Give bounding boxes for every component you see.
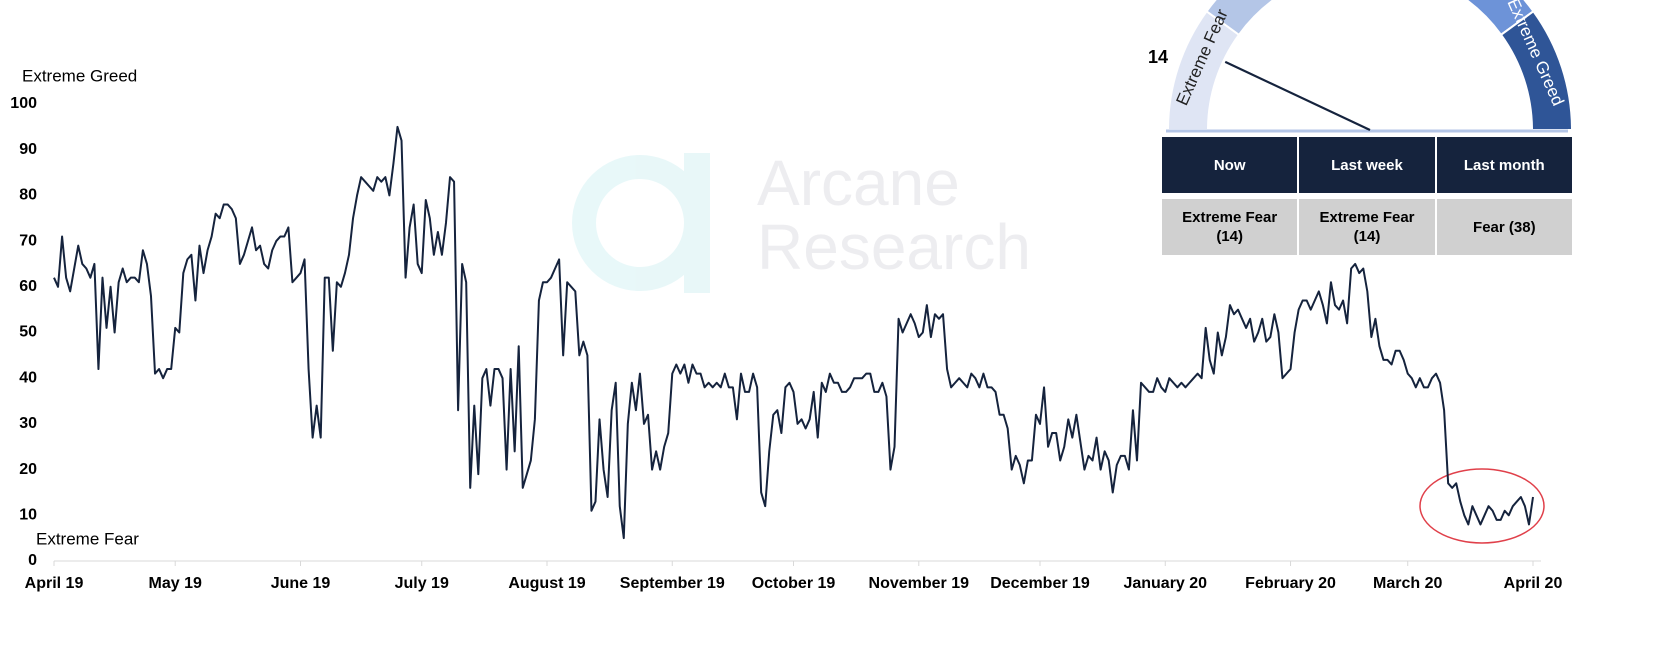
y-tick-label: 70 bbox=[19, 232, 37, 249]
x-tick-label: August 19 bbox=[508, 575, 585, 592]
x-tick-label: March 20 bbox=[1373, 575, 1442, 592]
watermark-text: Research bbox=[757, 211, 1031, 283]
header-cell: Now bbox=[1162, 137, 1298, 193]
watermark-logo bbox=[572, 155, 708, 291]
table-cell: Extreme Fear (14) bbox=[1299, 199, 1435, 255]
y-tick-label: 60 bbox=[19, 278, 37, 295]
data-line bbox=[53, 125, 1534, 540]
y-tick-label: 10 bbox=[19, 507, 37, 524]
table-cell: Extreme Fear (14) bbox=[1162, 199, 1298, 255]
summary-table: Now Last week Last month Extreme Fear (1… bbox=[1162, 137, 1574, 255]
upper-label: Extreme Greed bbox=[22, 66, 137, 85]
x-tick-label: October 19 bbox=[752, 575, 836, 592]
table-cell: Fear (38) bbox=[1436, 199, 1572, 255]
x-tick-label: July 19 bbox=[395, 575, 449, 592]
x-tick-label: June 19 bbox=[271, 575, 331, 592]
y-tick-label: 40 bbox=[19, 369, 37, 386]
y-tick-label: 20 bbox=[19, 461, 37, 478]
header-cell: Last month bbox=[1436, 137, 1572, 193]
lower-label: Extreme Fear bbox=[36, 529, 139, 548]
y-tick-label: 0 bbox=[28, 552, 37, 569]
gauge-segment bbox=[1205, 0, 1276, 37]
y-tick-label: 50 bbox=[19, 324, 37, 341]
x-tick-label: May 19 bbox=[149, 575, 202, 592]
y-tick-label: 80 bbox=[19, 187, 37, 204]
x-tick-label: November 19 bbox=[869, 575, 970, 592]
y-tick-label: 100 bbox=[10, 95, 37, 112]
watermark: Arcane Research bbox=[572, 147, 1031, 293]
x-tick-label: December 19 bbox=[990, 575, 1090, 592]
table-row: Extreme Fear (14) Extreme Fear (14) Fear… bbox=[1162, 193, 1574, 255]
y-tick-label: 30 bbox=[19, 415, 37, 432]
gauge-value: 14 bbox=[1148, 47, 1168, 67]
gauge-needle bbox=[1224, 60, 1371, 131]
highlight-ellipse bbox=[1419, 468, 1545, 544]
watermark-logo bbox=[684, 153, 710, 293]
watermark-text: Arcane bbox=[757, 147, 960, 219]
x-tick-label: January 20 bbox=[1123, 575, 1207, 592]
table-header: Now Last week Last month bbox=[1162, 137, 1574, 193]
x-tick-label: April 20 bbox=[1504, 575, 1563, 592]
x-tick-label: April 19 bbox=[25, 575, 84, 592]
x-tick-label: September 19 bbox=[620, 575, 725, 592]
x-tick-label: February 20 bbox=[1245, 575, 1336, 592]
header-cell: Last week bbox=[1299, 137, 1435, 193]
y-tick-label: 90 bbox=[19, 141, 37, 158]
